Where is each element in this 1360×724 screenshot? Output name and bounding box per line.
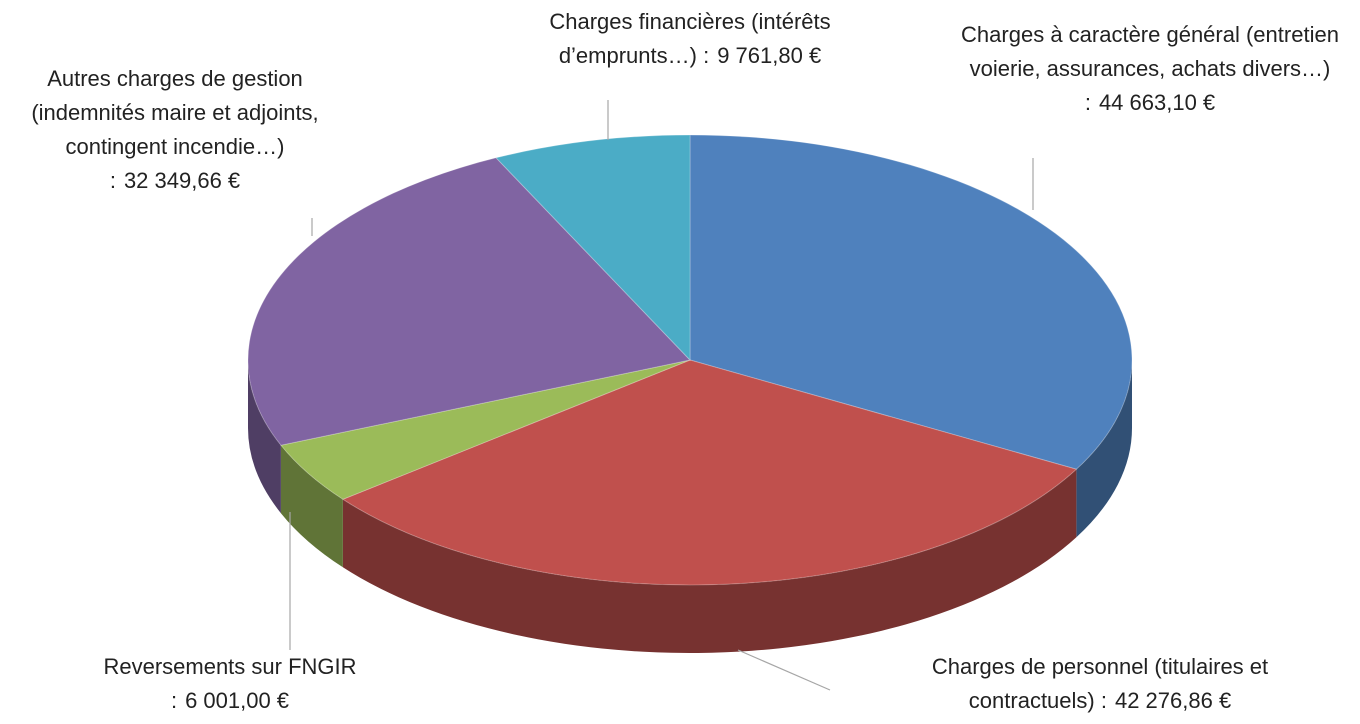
category-label: Autres charges de gestion (indemnités ma… (31, 66, 319, 193)
slice-side (1076, 360, 1132, 538)
value-label: 6 001,00 € (185, 688, 290, 713)
value-label: 9 761,80 € (717, 43, 822, 68)
data-label: Autres charges de gestion (indemnités ma… (0, 62, 350, 198)
value-label: 42 276,86 € (1114, 688, 1232, 713)
value-label: 44 663,10 € (1098, 90, 1216, 115)
slice (495, 134, 691, 362)
slice (341, 359, 1078, 586)
slice-side (248, 360, 281, 514)
slice (247, 157, 691, 446)
category-label: Reversements sur FNGIR : (103, 654, 357, 713)
data-label: Charges de personnel (titulaires et cont… (870, 650, 1330, 718)
data-label: Charges à caractère général (entretien v… (950, 18, 1350, 120)
slice (280, 359, 691, 500)
data-label: Reversements sur FNGIR :6 001,00 € (60, 650, 400, 718)
slice (689, 134, 1133, 470)
slice-side (342, 469, 1077, 653)
value-label: 32 349,66 € (123, 168, 241, 193)
slice-side (280, 445, 343, 568)
category-label: Charges de personnel (titulaires et cont… (931, 654, 1269, 713)
data-label: Charges financières (intérêts d’emprunts… (520, 5, 860, 73)
category-label: Charges à caractère général (entretien v… (961, 22, 1339, 115)
leader-line (737, 649, 831, 691)
category-label: Charges financières (intérêts d’emprunts… (549, 9, 831, 68)
